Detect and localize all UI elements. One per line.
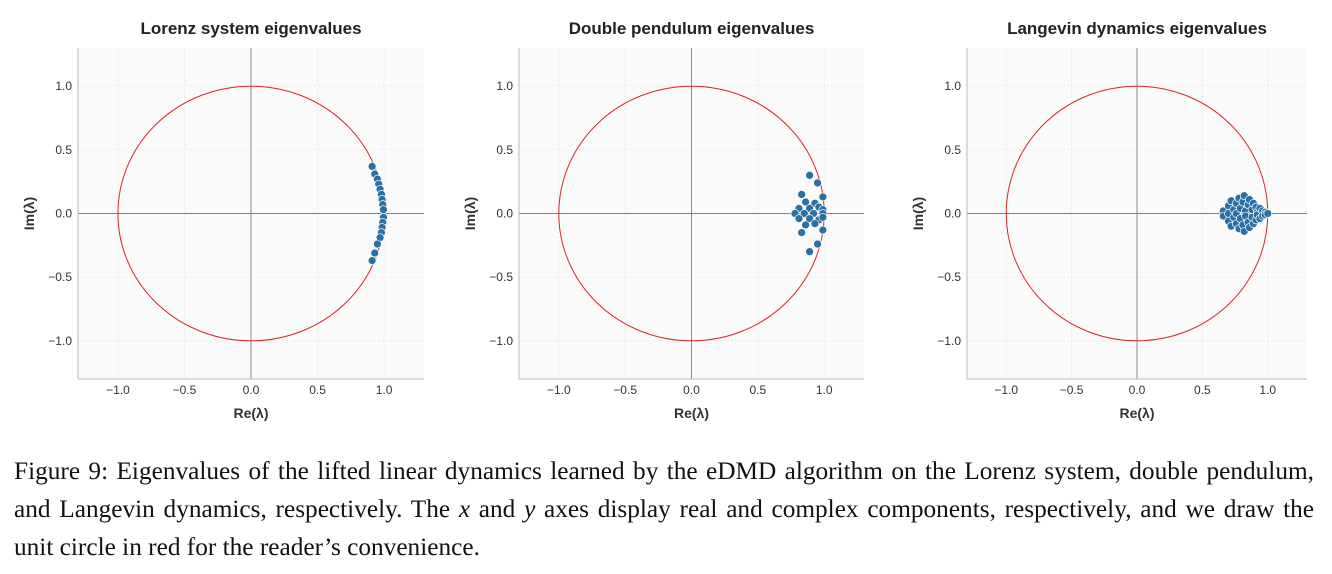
y-tick-label: −0.5 bbox=[48, 270, 72, 284]
x-tick-label: 1.0 bbox=[816, 383, 833, 397]
eigenvalue-point bbox=[805, 247, 814, 257]
eigenvalue-point bbox=[367, 256, 377, 265]
y-tick-label: −1.0 bbox=[937, 334, 961, 348]
x-tick-label: 0.0 bbox=[1129, 383, 1146, 397]
eigenvalue-point bbox=[818, 212, 828, 222]
y-tick-label: −1.0 bbox=[48, 334, 72, 348]
y-tick-label: 1.0 bbox=[496, 79, 513, 93]
x-tick-label: 0.5 bbox=[309, 383, 326, 397]
chart-title: Langevin dynamics eigenvalues bbox=[1007, 19, 1267, 38]
eigenvalue-point bbox=[805, 214, 814, 223]
eigenvalue-point bbox=[813, 239, 822, 249]
x-tick-label: 0.5 bbox=[1194, 383, 1211, 397]
x-tick-label: 1.0 bbox=[376, 383, 393, 397]
eigenvalue-point bbox=[801, 197, 810, 207]
eigenvalue-point bbox=[813, 178, 822, 188]
y-tick-label: 0.5 bbox=[55, 143, 72, 157]
x-axis-label: Re(λ) bbox=[674, 405, 709, 421]
eigenvalue-point bbox=[367, 162, 377, 171]
eigenvalue-point bbox=[799, 209, 809, 218]
chart-panel-2: −1.0 −0.5 0.0 0.5 1.0 −1.0 −0.5 0.0 0.5 1.0 Double… bbox=[462, 19, 864, 421]
caption-var-y: y bbox=[524, 495, 536, 523]
x-tick-label: 0.0 bbox=[243, 383, 260, 397]
x-tick-label: −1.0 bbox=[547, 383, 571, 397]
eigenvalue-point bbox=[797, 190, 806, 199]
x-axis-label: Re(λ) bbox=[233, 405, 268, 421]
x-tick-label: 1.0 bbox=[1259, 383, 1276, 397]
eigenvalue-point bbox=[794, 214, 804, 223]
x-axis-label: Re(λ) bbox=[1119, 405, 1154, 421]
y-tick-label: 1.0 bbox=[55, 79, 72, 93]
figure-caption: Figure 9: Eigenvalues of the lifted line… bbox=[14, 452, 1314, 566]
x-tick-label: 0.5 bbox=[750, 383, 767, 397]
y-axis-label: Im(λ) bbox=[910, 197, 926, 230]
eigenvalue-charts: −1.0 −0.5 0.0 0.5 1.0 −1.0 −0.5 0.0 0.5 1.0 Lorenz… bbox=[21, 19, 1307, 421]
eigenvalue-point bbox=[810, 219, 820, 229]
y-axis-label: Im(λ) bbox=[21, 197, 37, 230]
eigenvalue-point bbox=[370, 248, 380, 258]
caption-text-3: axes display real and complex components… bbox=[14, 495, 1314, 561]
eigenvalue-point bbox=[1263, 209, 1273, 218]
caption-text-2: and bbox=[470, 495, 525, 523]
y-tick-label: −0.5 bbox=[937, 270, 961, 284]
chart-panel-3: −1.0 −0.5 0.0 0.5 1.0 −1.0 −0.5 0.0 0.5 1.0 Langev… bbox=[910, 19, 1307, 421]
eigenvalue-point bbox=[818, 225, 828, 235]
y-tick-label: −0.5 bbox=[489, 270, 513, 284]
chart-title: Lorenz system eigenvalues bbox=[140, 19, 361, 38]
chart-panel-1: −1.0 −0.5 0.0 0.5 1.0 −1.0 −0.5 0.0 0.5 1.0 Lorenz… bbox=[21, 19, 424, 421]
x-tick-label: −0.5 bbox=[613, 383, 637, 397]
y-axis-label: Im(λ) bbox=[462, 197, 478, 230]
eigenvalue-point bbox=[801, 220, 810, 230]
eigenvalue-point bbox=[805, 170, 814, 180]
y-tick-label: 0.5 bbox=[496, 143, 513, 157]
chart-title: Double pendulum eigenvalues bbox=[569, 19, 815, 38]
y-tick-label: 1.0 bbox=[944, 79, 961, 93]
x-tick-label: −0.5 bbox=[173, 383, 197, 397]
y-tick-label: −1.0 bbox=[489, 334, 513, 348]
eigenvalue-point bbox=[797, 228, 806, 237]
caption-var-x: x bbox=[458, 495, 471, 523]
x-tick-label: 0.0 bbox=[683, 383, 700, 397]
caption-text-1: Figure 9: Eigenvalues of the lifted line… bbox=[14, 457, 1314, 523]
x-tick-label: −1.0 bbox=[106, 383, 130, 397]
y-tick-label: 0.5 bbox=[944, 143, 961, 157]
eigenvalue-point bbox=[373, 239, 382, 249]
x-tick-label: −0.5 bbox=[1060, 383, 1084, 397]
y-tick-label: 0.0 bbox=[944, 207, 961, 221]
y-tick-label: 0.0 bbox=[496, 207, 513, 221]
eigenvalue-point bbox=[379, 205, 388, 215]
eigenvalue-point bbox=[818, 192, 828, 202]
y-tick-label: 0.0 bbox=[55, 207, 72, 221]
x-tick-label: −1.0 bbox=[994, 383, 1018, 397]
